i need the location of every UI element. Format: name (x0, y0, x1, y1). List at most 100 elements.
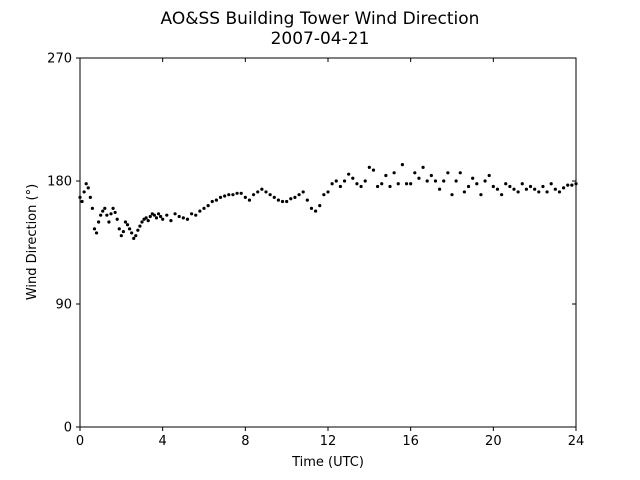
data-point (305, 198, 309, 202)
data-point (388, 184, 392, 189)
data-point (101, 209, 105, 213)
data-point (557, 190, 562, 194)
data-point (417, 176, 421, 180)
data-point (342, 179, 347, 183)
data-point (359, 184, 363, 189)
y-tick-label: 90 (55, 298, 72, 313)
data-point (553, 187, 557, 191)
data-point (84, 182, 88, 186)
y-axis-label: Wind Direction (°) (25, 184, 40, 300)
data-point (462, 190, 466, 194)
data-point (475, 182, 479, 186)
data-point (111, 206, 115, 210)
data-point (363, 179, 367, 183)
data-point (566, 183, 570, 187)
data-point (483, 179, 487, 183)
data-point (454, 179, 458, 183)
data-point (231, 193, 235, 197)
data-point (260, 187, 264, 191)
data-point (97, 220, 101, 224)
x-tick-label: 12 (320, 434, 337, 449)
data-point (293, 195, 297, 199)
data-point (528, 184, 533, 189)
data-point (326, 190, 330, 194)
data-point (504, 182, 508, 186)
data-point (130, 231, 134, 235)
data-point (210, 199, 214, 204)
data-point (347, 172, 351, 176)
data-point (161, 217, 165, 221)
data-point (227, 193, 231, 197)
data-point (218, 195, 223, 199)
data-point (376, 184, 380, 189)
data-point (404, 182, 409, 186)
data-point (409, 182, 413, 186)
data-point (280, 199, 285, 204)
data-point (425, 179, 429, 183)
data-point (516, 190, 520, 194)
data-point (239, 191, 243, 195)
chart-subtitle: 2007-04-21 (271, 29, 370, 49)
data-point (272, 195, 276, 199)
data-point (541, 184, 545, 189)
data-point (285, 199, 289, 204)
data-point (562, 186, 566, 190)
data-point (322, 193, 326, 197)
data-point (433, 179, 438, 183)
data-point (214, 198, 218, 202)
data-point (276, 198, 280, 202)
data-point (113, 210, 117, 215)
data-point (268, 193, 272, 197)
data-point (117, 227, 121, 231)
data-point (140, 220, 144, 224)
data-point (264, 190, 268, 194)
data-point (148, 214, 152, 219)
data-point (223, 194, 227, 198)
data-point (99, 213, 103, 217)
data-point (206, 204, 210, 208)
data-point (181, 216, 185, 220)
data-point (125, 223, 130, 227)
data-point (537, 190, 541, 194)
data-point (247, 198, 252, 202)
data-point (330, 182, 334, 186)
data-point (138, 224, 142, 228)
data-point (154, 216, 159, 220)
data-point (392, 171, 396, 175)
data-point (466, 184, 471, 189)
data-point (152, 213, 156, 217)
data-point (128, 227, 132, 231)
x-tick-label: 4 (159, 434, 167, 449)
data-point (105, 213, 109, 217)
data-point (177, 214, 181, 219)
x-axis-label: Time (UTC) (291, 455, 364, 470)
data-point (450, 193, 454, 197)
data-point (123, 220, 128, 224)
data-point (252, 193, 256, 197)
data-point (146, 219, 150, 223)
data-points (78, 163, 578, 240)
data-point (314, 209, 318, 213)
data-point (297, 193, 301, 197)
data-point (235, 191, 239, 195)
data-point (533, 187, 537, 191)
data-point (487, 173, 491, 178)
x-axis: 0 4 8 12 16 20 24 (76, 58, 584, 449)
data-point (103, 206, 107, 210)
data-point (545, 190, 549, 194)
data-point (156, 212, 161, 216)
y-tick-label: 270 (47, 52, 72, 67)
data-point (109, 212, 113, 216)
data-point (512, 187, 516, 191)
data-point (132, 236, 136, 240)
data-point (119, 234, 123, 238)
data-point (289, 197, 293, 201)
data-point (90, 206, 94, 210)
data-point (86, 186, 90, 190)
chart-title: AO&SS Building Tower Wind Direction (161, 9, 480, 29)
data-point (82, 190, 86, 194)
data-point (384, 173, 388, 178)
data-point (256, 190, 260, 194)
y-tick-label: 180 (47, 175, 72, 190)
